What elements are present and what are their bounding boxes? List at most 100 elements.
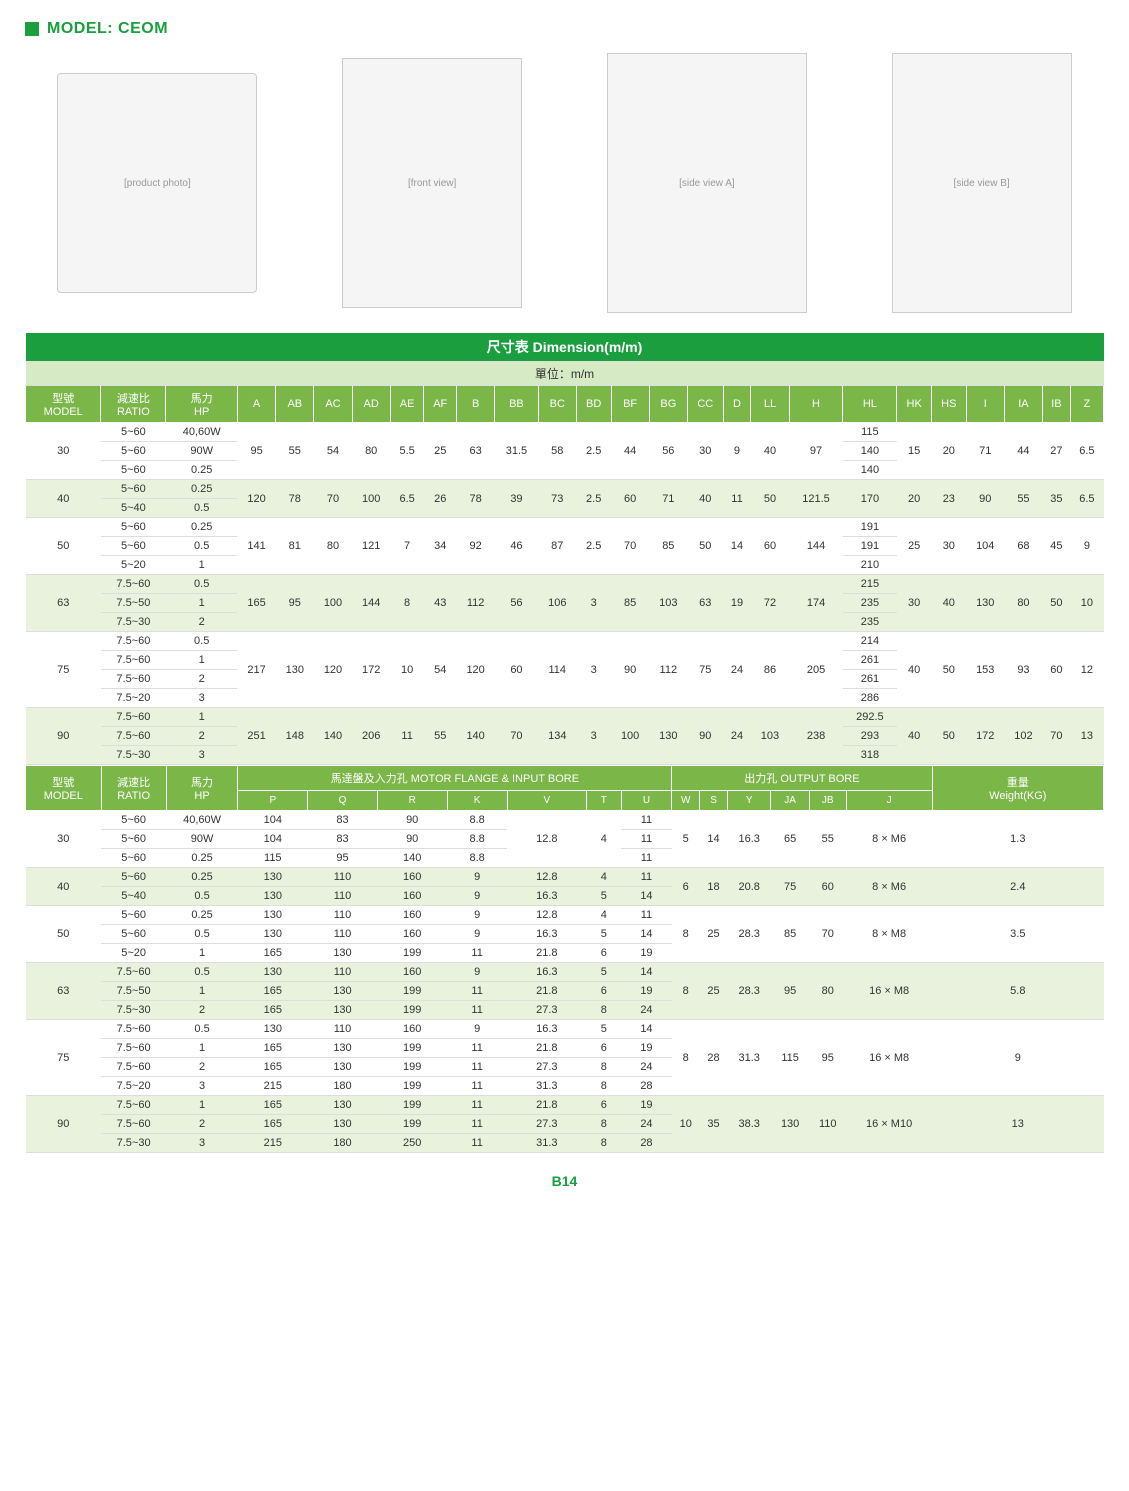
dim-cell: 121: [352, 518, 390, 575]
col-header: J: [846, 791, 932, 811]
k-cell: 11: [447, 1039, 507, 1058]
k-cell: 11: [447, 1001, 507, 1020]
dim-cell: 50: [687, 518, 723, 575]
col-header: D: [723, 386, 751, 423]
hp-cell: 40,60W: [166, 811, 238, 830]
col-header: CC: [687, 386, 723, 423]
v-cell: 31.3: [507, 1134, 586, 1153]
out-cell: 8: [672, 906, 700, 963]
hp-cell: 0.5: [166, 887, 238, 906]
col-header: HS: [931, 386, 966, 423]
u-cell: 24: [621, 1058, 672, 1077]
dim-cell: 70: [611, 518, 649, 575]
u-cell: 28: [621, 1134, 672, 1153]
dim-cell: 100: [352, 480, 390, 518]
dim-cell: 63: [687, 575, 723, 632]
r-cell: 160: [377, 906, 447, 925]
col-header: AC: [314, 386, 352, 423]
u-cell: 14: [621, 963, 672, 982]
p-cell: 215: [238, 1077, 308, 1096]
hp-cell: 0.25: [166, 906, 238, 925]
q-cell: 130: [308, 1058, 378, 1077]
r-cell: 140: [377, 849, 447, 868]
dim-cell: 5.5: [390, 423, 424, 480]
col-header: 減速比RATIO: [101, 386, 166, 423]
t-cell: 8: [586, 1058, 621, 1077]
hl-cell: 214: [843, 632, 897, 651]
v-cell: 27.3: [507, 1115, 586, 1134]
col-header: A: [237, 386, 275, 423]
dim-cell: 40: [931, 575, 966, 632]
out-cell: 31.3: [727, 1020, 771, 1096]
dim-cell: 144: [789, 518, 843, 575]
out-cell: 16 × M8: [846, 1020, 932, 1096]
ratio-cell: 7.5~60: [101, 1020, 166, 1039]
ratio-cell: 7.5~60: [101, 575, 166, 594]
k-cell: 9: [447, 868, 507, 887]
p-cell: 104: [238, 811, 308, 830]
col-header: HL: [843, 386, 897, 423]
out-cell: 8: [672, 1020, 700, 1096]
dim-cell: 46: [495, 518, 538, 575]
r-cell: 199: [377, 982, 447, 1001]
dim-cell: 81: [276, 518, 314, 575]
col-header: AB: [276, 386, 314, 423]
dim-cell: 120: [457, 632, 495, 708]
dim-cell: 172: [966, 708, 1004, 765]
ratio-cell: 7.5~50: [101, 982, 166, 1001]
out-cell: 65: [771, 811, 809, 868]
ratio-cell: 5~60: [101, 461, 166, 480]
k-cell: 8.8: [447, 849, 507, 868]
u-cell: 28: [621, 1077, 672, 1096]
dim-cell: 60: [495, 632, 538, 708]
q-cell: 130: [308, 982, 378, 1001]
dim-cell: 54: [314, 423, 352, 480]
p-cell: 165: [238, 1115, 308, 1134]
table1-unit: 單位：m/m: [26, 362, 1104, 386]
q-cell: 130: [308, 1039, 378, 1058]
dim-cell: 68: [1004, 518, 1042, 575]
ratio-cell: 7.5~60: [101, 1039, 166, 1058]
dim-cell: 55: [424, 708, 457, 765]
out-cell: 8 × M6: [846, 811, 932, 868]
col-header: LL: [751, 386, 789, 423]
ratio-cell: 7.5~60: [101, 727, 166, 746]
r-cell: 199: [377, 944, 447, 963]
model-cell: 90: [26, 1096, 102, 1153]
dim-cell: 130: [966, 575, 1004, 632]
out-cell: 75: [771, 868, 809, 906]
out-cell: 28.3: [727, 906, 771, 963]
hl-cell: 191: [843, 518, 897, 537]
p-cell: 165: [238, 1096, 308, 1115]
model-cell: 75: [26, 632, 101, 708]
u-cell: 11: [621, 811, 672, 830]
q-cell: 110: [308, 906, 378, 925]
ratio-cell: 7.5~60: [101, 1058, 166, 1077]
hp-cell: 1: [166, 556, 238, 575]
dim-cell: 11: [723, 480, 751, 518]
col-header: U: [621, 791, 672, 811]
col-header: K: [447, 791, 507, 811]
hp-cell: 2: [166, 1001, 238, 1020]
v-cell: 21.8: [507, 1039, 586, 1058]
dim-cell: 217: [237, 632, 275, 708]
u-cell: 11: [621, 868, 672, 887]
dim-cell: 97: [789, 423, 843, 480]
u-cell: 24: [621, 1001, 672, 1020]
dim-cell: 24: [723, 708, 751, 765]
col-header: AE: [390, 386, 424, 423]
col-header: S: [700, 791, 728, 811]
model-cell: 30: [26, 423, 101, 480]
product-photo: [product photo]: [57, 73, 257, 293]
dim-cell: 100: [314, 575, 352, 632]
hl-cell: 210: [843, 556, 897, 575]
u-cell: 14: [621, 887, 672, 906]
hl-cell: 140: [843, 442, 897, 461]
q-cell: 110: [308, 1020, 378, 1039]
col-header: 重量Weight(KG): [932, 766, 1103, 811]
dim-cell: 55: [1004, 480, 1042, 518]
dim-cell: 71: [966, 423, 1004, 480]
dim-cell: 130: [649, 708, 687, 765]
dim-cell: 60: [611, 480, 649, 518]
k-cell: 9: [447, 906, 507, 925]
